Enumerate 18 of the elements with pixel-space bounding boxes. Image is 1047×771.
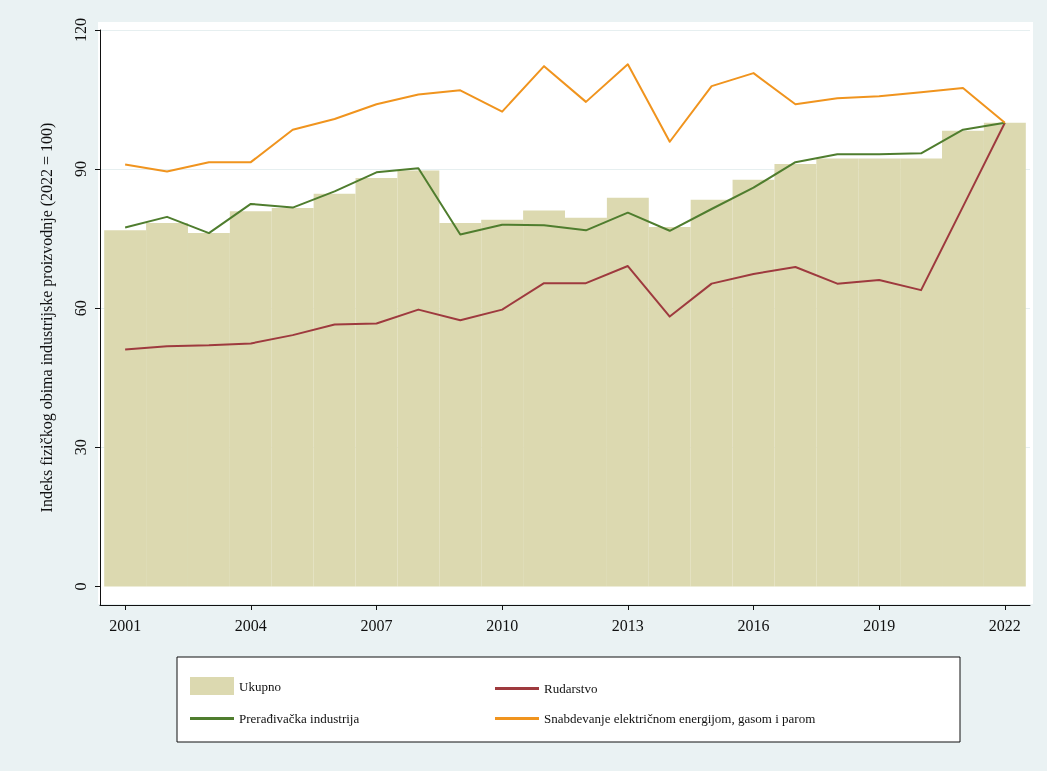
x-tick-label: 2004 — [234, 616, 267, 634]
legend-label: Ukupno — [239, 678, 281, 694]
x-tick-label: 2001 — [109, 616, 142, 634]
x-tick-label: 2010 — [486, 616, 519, 634]
y-tick-label: 90 — [71, 161, 89, 178]
y-tick-label: 30 — [71, 439, 89, 456]
x-tick-label: 2013 — [611, 616, 644, 634]
legend-label: Rudarstvo — [544, 681, 598, 696]
x-tick-label: 2007 — [360, 616, 393, 634]
y-tick-label: 120 — [71, 18, 89, 42]
legend-label: Prerađivačka industrija — [239, 711, 360, 726]
x-tick-label: 2019 — [863, 616, 896, 634]
y-tick-label: 60 — [71, 300, 89, 317]
legend-label: Snabdevanje električnom energijom, gasom i parom — [544, 711, 816, 726]
x-tick-label: 2016 — [737, 616, 770, 634]
x-tick-label: 2022 — [988, 616, 1021, 634]
y-tick-label: 0 — [71, 582, 89, 591]
y-axis-title: Indeks fizičkog obima industrijske proizvodnje (2022 = 100) — [37, 122, 56, 513]
